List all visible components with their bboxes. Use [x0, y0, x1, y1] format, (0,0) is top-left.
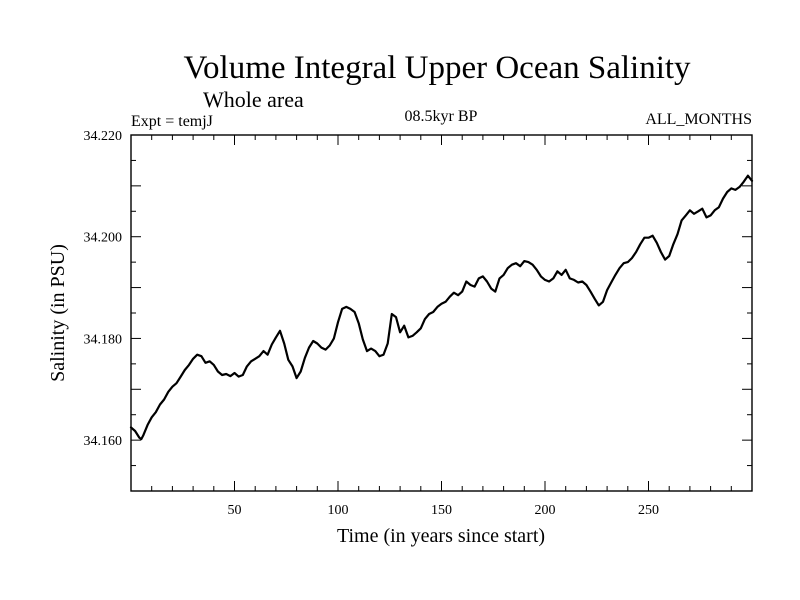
axis-ticks [131, 135, 752, 491]
salinity-line [129, 174, 754, 441]
x-axis-label: Time (in years since start) [337, 525, 545, 547]
y-tick-label: 34.180 [84, 332, 123, 347]
x-tick-label: 250 [638, 503, 659, 518]
x-tick-label: 150 [431, 503, 452, 518]
plot-frame [130, 134, 753, 492]
period-label: 08.5kyr BP [405, 108, 478, 125]
experiment-label: Expt = temjJ [131, 113, 213, 130]
y-tick-label: 34.220 [84, 129, 123, 144]
x-tick-label: 200 [535, 503, 556, 518]
axis-tick-labels: 50 100 150 200 250 34.160 34.180 34.200 34.220 [84, 129, 660, 518]
x-tick-label: 100 [328, 503, 349, 518]
chart-title: Volume Integral Upper Ocean Salinity [183, 50, 691, 86]
chart-subtitle: Whole area [203, 87, 304, 112]
x-tick-label: 50 [228, 503, 242, 518]
y-tick-label: 34.200 [84, 231, 123, 246]
y-axis-label: Salinity (in PSU) [47, 244, 69, 382]
y-tick-label: 34.160 [84, 434, 123, 449]
months-label: ALL_MONTHS [645, 111, 752, 128]
